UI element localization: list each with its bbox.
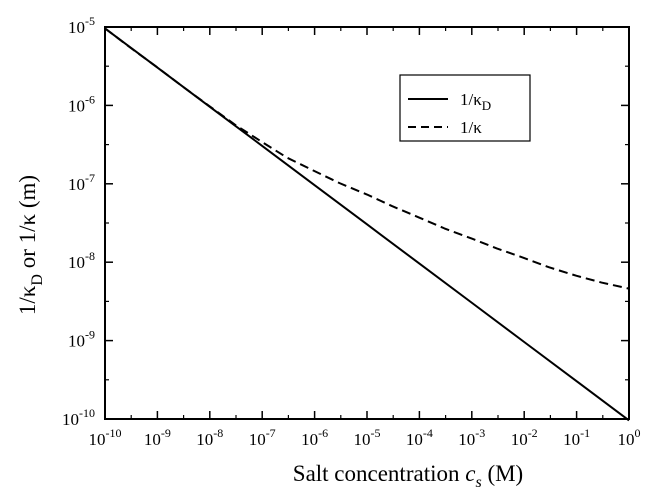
x-axis-title: Salt concentration cs (M) — [293, 461, 523, 489]
x-tick-label-base: 10 — [618, 430, 635, 449]
x-tick-label-base: 10 — [301, 430, 318, 449]
y-axis-title-part-a: 1/κ — [15, 285, 40, 315]
x-tick-label-exponent: -7 — [266, 426, 276, 440]
y-tick-label-exponent: -6 — [85, 92, 95, 106]
x-tick-label-base: 10 — [249, 430, 266, 449]
x-tick-labels: 10-10 10-9 10-8 10-7 10-6 10-5 10-4 10-3 10-2 10-… — [89, 426, 641, 449]
x-tick-label-exponent: 0 — [635, 426, 641, 440]
y-tick-label-exponent: -8 — [85, 249, 95, 263]
y-tick-label: 10-6 — [68, 92, 95, 115]
y-tick-label-exponent: -5 — [85, 14, 95, 28]
x-tick-label-base: 10 — [511, 430, 528, 449]
tick-marks — [104, 26, 630, 420]
y-axis-title-subscript: D — [29, 274, 46, 286]
x-tick-label: 10-1 — [563, 426, 590, 449]
legend: 1/κD 1/κ — [399, 74, 531, 142]
legend-label-1-kappa: 1/κ — [460, 118, 482, 137]
x-tick-label: 10-10 — [89, 426, 122, 449]
x-tick-label-base: 10 — [458, 430, 475, 449]
y-tick-labels: 10-510-610-710-810-910-10 — [62, 14, 95, 429]
x-tick-label-exponent: -10 — [106, 426, 122, 440]
x-tick-label-exponent: -9 — [161, 426, 171, 440]
series-line-1-kappa-d — [104, 27, 630, 422]
y-tick-label: 10-8 — [68, 249, 95, 272]
y-tick-label-base: 10 — [68, 175, 85, 194]
x-tick-label-exponent: -3 — [475, 426, 485, 440]
y-tick-label-base: 10 — [68, 96, 85, 115]
y-tick-label-base: 10 — [68, 18, 85, 37]
x-tick-label: 10-2 — [511, 426, 538, 449]
x-axis-title-main: Salt concentration — [293, 461, 465, 486]
y-axis-title-part-b: or 1/κ — [15, 213, 40, 274]
x-tick-label-exponent: -1 — [580, 426, 590, 440]
x-axis-title-subscript: s — [475, 474, 481, 489]
x-tick-label: 10-4 — [406, 426, 433, 449]
series-layer — [104, 27, 630, 422]
x-tick-label: 10-8 — [196, 426, 223, 449]
x-tick-label-base: 10 — [406, 430, 423, 449]
y-tick-label-base: 10 — [62, 410, 79, 429]
x-tick-label-exponent: -8 — [213, 426, 223, 440]
x-tick-label-base: 10 — [563, 430, 580, 449]
y-tick-label-exponent: -9 — [85, 328, 95, 342]
plot-frame — [104, 26, 630, 420]
x-tick-label: 10-7 — [249, 426, 276, 449]
x-tick-label-exponent: -5 — [371, 426, 381, 440]
x-tick-label: 10-5 — [354, 426, 381, 449]
legend-label-1-kappa-d: 1/κD — [460, 90, 491, 113]
y-tick-label-base: 10 — [68, 253, 85, 272]
y-tick-label: 10-7 — [68, 171, 95, 194]
y-tick-label: 10-9 — [68, 328, 95, 351]
y-axis-title-unit: (m) — [15, 175, 40, 214]
x-tick-label-base: 10 — [89, 430, 106, 449]
x-tick-label: 100 — [618, 426, 641, 449]
series-line-1-kappa — [104, 27, 630, 290]
y-axis-title: 1/κD or 1/κ (m) — [15, 175, 46, 315]
y-tick-label-exponent: -10 — [79, 406, 95, 420]
y-tick-label-base: 10 — [68, 332, 85, 351]
y-tick-label: 10-5 — [68, 14, 95, 37]
y-tick-label-exponent: -7 — [85, 171, 95, 185]
legend-box — [399, 74, 531, 142]
x-tick-label-base: 10 — [196, 430, 213, 449]
x-tick-label-base: 10 — [144, 430, 161, 449]
x-tick-label: 10-6 — [301, 426, 328, 449]
x-tick-label-exponent: -6 — [318, 426, 328, 440]
legend-label-1-kappa-d-main: 1/κ — [460, 90, 482, 109]
x-axis-title-variable: c — [465, 461, 475, 486]
x-tick-label-exponent: -2 — [528, 426, 538, 440]
y-tick-label: 10-10 — [62, 406, 95, 429]
x-tick-label: 10-3 — [458, 426, 485, 449]
legend-label-1-kappa-d-subscript: D — [482, 98, 491, 113]
x-tick-label: 10-9 — [144, 426, 171, 449]
x-tick-label-exponent: -4 — [423, 426, 433, 440]
x-axis-title-unit: (M) — [482, 461, 524, 486]
x-tick-label-base: 10 — [354, 430, 371, 449]
